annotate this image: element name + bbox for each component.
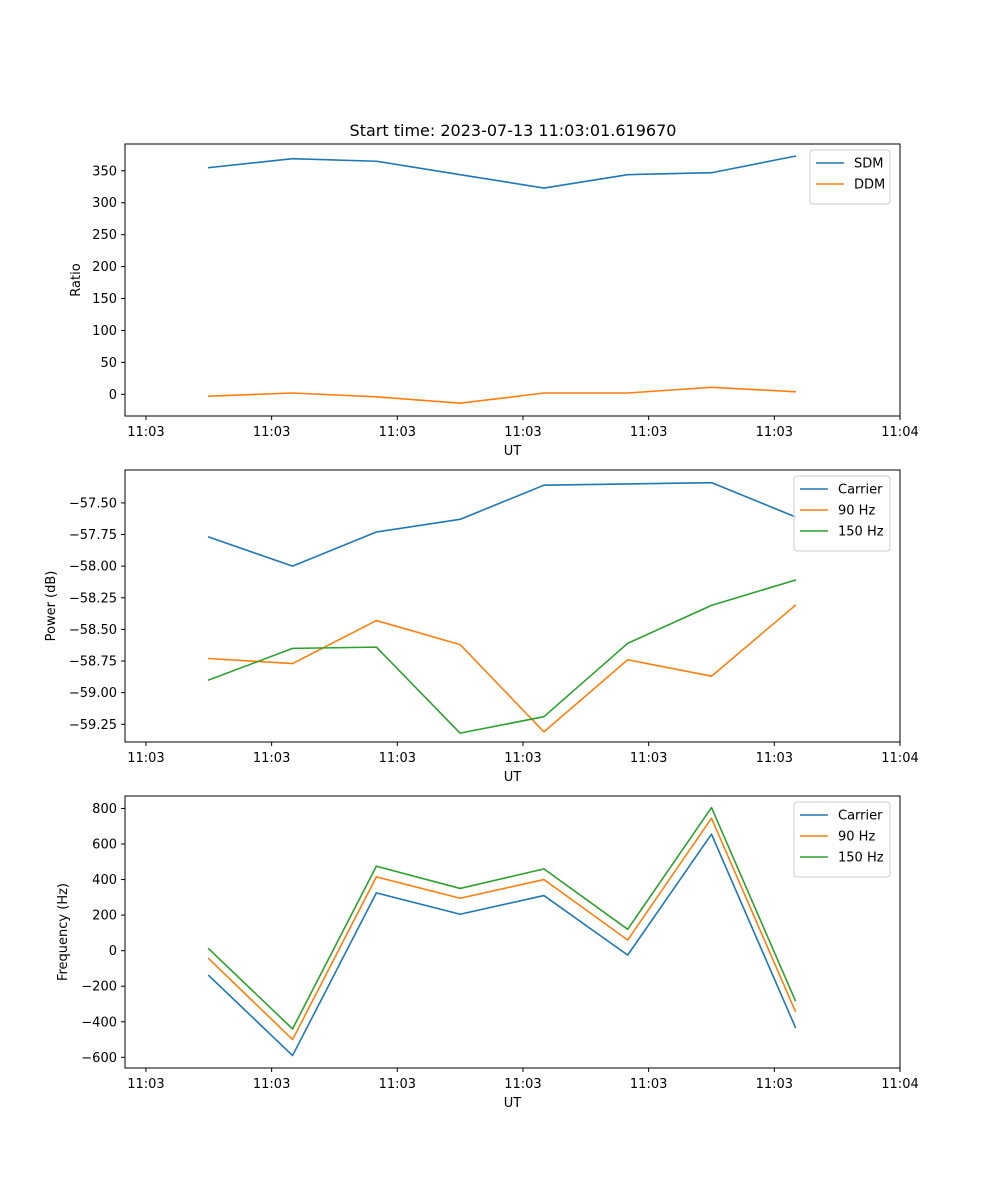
legend: SDM DDM (809, 149, 891, 205)
legend-label: Carrier (838, 809, 883, 824)
y-tick-label: −59.00 (69, 686, 117, 701)
x-tick-label: 11:04 (881, 1077, 918, 1092)
x-tick-label: 11:03 (127, 425, 164, 440)
series-line-carrier (207, 833, 797, 1057)
axes-frame (124, 795, 901, 1069)
x-tick-label: 11:04 (881, 751, 918, 766)
series-line-150-hz (207, 579, 797, 734)
y-tick-label: −58.25 (69, 591, 117, 606)
x-tick-label: 11:03 (756, 1077, 793, 1092)
x-tick-label: 11:03 (504, 425, 541, 440)
x-tick-label: 11:04 (881, 425, 918, 440)
y-tick-label: −57.50 (69, 496, 117, 511)
y-tick-label: −200 (81, 980, 117, 995)
y-tick-label: 600 (92, 838, 117, 853)
y-tick-label: −58.75 (69, 655, 117, 670)
y-tick-label: 150 (92, 292, 117, 307)
legend-label: Carrier (838, 483, 883, 498)
y-tick-label: 200 (92, 260, 117, 275)
y-tick-label: 250 (92, 228, 117, 243)
chart-panel-3: −600 −400 −200 0 200 400 600 800 11:03 11:03 11:03… (56, 795, 919, 1111)
legend-frame (793, 475, 891, 552)
series-line-150-hz (207, 806, 797, 1030)
series-line-90-hz (207, 817, 797, 1041)
y-tick-label: −400 (81, 1015, 117, 1030)
legend-label: 150 Hz (838, 851, 884, 866)
legend-label: SDM (854, 157, 883, 172)
legend: Carrier 90 Hz 150 Hz (793, 801, 891, 878)
x-tick-label: 11:03 (379, 751, 416, 766)
series-line-sdm (207, 155, 797, 189)
y-tick-label: 200 (92, 909, 117, 924)
legend-frame (793, 801, 891, 878)
x-tick-label: 11:03 (756, 751, 793, 766)
y-axis-label: Ratio (69, 263, 84, 296)
y-tick-label: −600 (81, 1051, 117, 1066)
x-tick-label: 11:03 (504, 751, 541, 766)
x-tick-label: 11:03 (379, 425, 416, 440)
x-tick-label: 11:03 (504, 1077, 541, 1092)
chart-panel-1: 0 50 100 150 200 250 300 350 11:03 11:03 11:03 11:0… (69, 143, 919, 459)
y-tick-label: 800 (92, 802, 117, 817)
x-tick-label: 11:03 (379, 1077, 416, 1092)
chart-panel-2: −59.25 −59.00 −58.75 −58.50 −58.25 −58.00 −57.… (44, 469, 919, 785)
x-axis-label: UT (504, 770, 522, 785)
y-tick-label: 350 (92, 164, 117, 179)
x-axis-label: UT (504, 444, 522, 459)
x-tick-label: 11:03 (630, 751, 667, 766)
x-tick-label: 11:03 (253, 1077, 290, 1092)
x-tick-label: 11:03 (127, 751, 164, 766)
y-tick-label: −58.00 (69, 560, 117, 575)
y-tick-label: −58.50 (69, 623, 117, 638)
y-axis-label: Frequency (Hz) (56, 883, 71, 981)
y-tick-label: 0 (109, 944, 117, 959)
y-tick-label: 50 (100, 356, 117, 371)
x-axis-label: UT (504, 1096, 522, 1111)
y-tick-label: 0 (109, 388, 117, 403)
legend-label: 150 Hz (838, 525, 884, 540)
x-tick-label: 11:03 (253, 425, 290, 440)
axes-frame (124, 143, 901, 417)
x-tick-label: 11:03 (127, 1077, 164, 1092)
legend-label: 90 Hz (838, 504, 875, 519)
legend-label: DDM (854, 178, 885, 193)
series-line-ddm (207, 386, 797, 405)
y-tick-label: 400 (92, 873, 117, 888)
series-line-carrier (207, 481, 797, 567)
y-tick-label: 300 (92, 196, 117, 211)
series-line-90-hz (207, 604, 797, 733)
x-tick-label: 11:03 (253, 751, 290, 766)
y-tick-label: −59.25 (69, 718, 117, 733)
y-tick-label: −57.75 (69, 528, 117, 543)
y-axis-label: Power (dB) (44, 571, 59, 642)
x-tick-label: 11:03 (630, 1077, 667, 1092)
chart-title: Start time: 2023-07-13 11:03:01.619670 (350, 121, 677, 140)
x-tick-label: 11:03 (630, 425, 667, 440)
x-tick-label: 11:03 (756, 425, 793, 440)
legend-label: 90 Hz (838, 830, 875, 845)
legend: Carrier 90 Hz 150 Hz (793, 475, 891, 552)
y-tick-label: 100 (92, 324, 117, 339)
axes-frame (124, 469, 901, 743)
